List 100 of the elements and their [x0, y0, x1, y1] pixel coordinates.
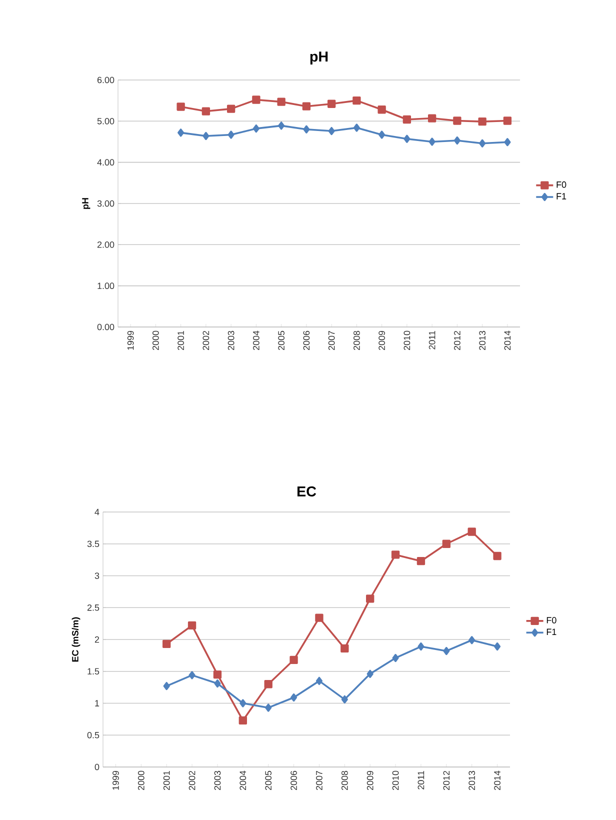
point [468, 528, 476, 536]
point [443, 646, 450, 656]
point [213, 670, 222, 679]
point [494, 642, 501, 651]
y-tick-label: 1.00 [98, 282, 114, 290]
x-tick-label: 2013 [468, 770, 476, 790]
x-tick-label: 2000 [138, 770, 144, 790]
y-tick-label: 4.00 [97, 159, 114, 166]
point [202, 107, 210, 116]
point [493, 552, 502, 560]
y-tick-label: 3.00 [97, 200, 114, 207]
point [176, 102, 185, 111]
point [188, 671, 196, 680]
point [340, 644, 349, 653]
point [252, 96, 260, 104]
point [214, 679, 221, 688]
chart-title: pH [310, 52, 328, 64]
y-tick-label: 0.00 [97, 324, 114, 330]
point [277, 98, 286, 106]
point [162, 640, 171, 648]
point [327, 100, 336, 108]
point [404, 134, 410, 143]
point [278, 122, 285, 130]
x-tick-label: 1999 [112, 770, 119, 790]
y-tick-label: 5.00 [97, 118, 114, 124]
point [478, 117, 486, 126]
y-tick-label: 1.5 [88, 668, 100, 675]
point [468, 636, 476, 644]
y-tick-label: 3 [94, 572, 100, 579]
x-tick-label: 2011 [428, 330, 436, 350]
point [428, 138, 436, 146]
x-tick-label: 2010 [392, 770, 399, 790]
point [228, 130, 234, 139]
x-tick-label: 2014 [504, 330, 511, 350]
point [454, 136, 460, 145]
point [453, 116, 462, 125]
point [366, 670, 374, 678]
y-axis-title: EC (mS/m) [72, 617, 80, 662]
point [315, 614, 324, 622]
point [416, 557, 426, 566]
x-tick-label: 1999 [127, 330, 134, 350]
point [265, 704, 272, 712]
y-tick-label: 6.00 [97, 76, 114, 84]
point [252, 124, 260, 133]
point [392, 654, 399, 662]
x-tick-label: 2013 [479, 330, 486, 350]
point [290, 656, 298, 664]
x-tick-label: 2000 [152, 330, 159, 350]
y-axis-title: pH [82, 198, 90, 209]
point [353, 124, 360, 132]
x-tick-label: 2005 [278, 330, 284, 350]
point [226, 104, 236, 113]
point [238, 716, 247, 725]
x-tick-label: 2006 [290, 770, 297, 790]
point [328, 126, 335, 136]
x-tick-label: 2002 [202, 330, 210, 350]
y-tick-label: 4 [94, 508, 100, 516]
point [163, 682, 170, 690]
point [428, 114, 436, 122]
x-tick-label: 2001 [178, 330, 184, 350]
y-tick-label: 1 [95, 700, 100, 706]
y-tick-label: 2 [94, 636, 100, 643]
x-tick-label: 2004 [240, 770, 246, 790]
x-tick-label: 2012 [443, 770, 450, 790]
x-tick-label: 2002 [188, 770, 196, 790]
chart-title: EC [297, 486, 316, 497]
point [202, 132, 210, 140]
y-tick-label: 2.5 [87, 604, 100, 611]
x-tick-label: 2007 [328, 330, 335, 350]
point [302, 102, 311, 110]
point [479, 139, 486, 148]
point [303, 125, 310, 134]
point [352, 96, 361, 105]
point [188, 621, 196, 630]
x-tick-label: 2004 [253, 330, 260, 350]
point [178, 128, 184, 137]
point [504, 138, 511, 146]
legend-label: F1 [546, 628, 556, 635]
point [378, 106, 386, 114]
point [366, 594, 374, 603]
y-tick-label: 3.5 [87, 540, 100, 548]
x-tick-label: 2008 [354, 330, 360, 350]
point [316, 676, 323, 686]
y-tick-label: 0 [94, 764, 100, 770]
x-tick-label: 2009 [366, 770, 374, 790]
point [240, 699, 246, 708]
x-tick-label: 2010 [404, 330, 410, 350]
x-tick-label: 2006 [303, 330, 310, 350]
y-tick-label: 0.5 [87, 732, 100, 738]
x-tick-label: 2003 [228, 330, 234, 350]
x-tick-label: 2009 [378, 330, 385, 350]
x-tick-label: 2008 [341, 770, 348, 790]
x-tick-label: 2001 [163, 770, 170, 790]
legend-label: F0 [556, 181, 566, 188]
x-tick-label: 2007 [316, 770, 322, 790]
x-tick-label: 2014 [494, 770, 500, 790]
point [391, 550, 400, 559]
point [402, 115, 412, 124]
point [442, 540, 450, 548]
x-tick-label: 2003 [214, 770, 221, 790]
